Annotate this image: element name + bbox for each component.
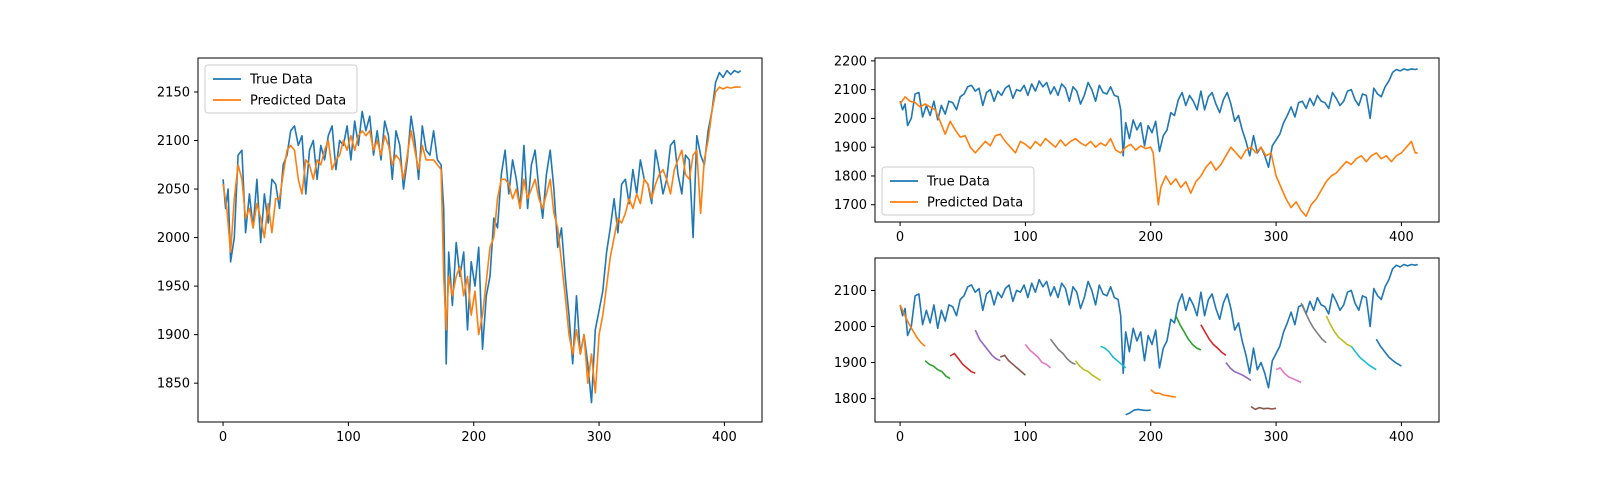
axes-frame xyxy=(197,57,763,423)
x-tick-label: 200 xyxy=(461,430,486,445)
prediction-segment xyxy=(1200,324,1227,356)
prediction-segment xyxy=(1275,367,1302,384)
y-tick-label: 1800 xyxy=(834,392,867,407)
x-tick-label: 100 xyxy=(1013,430,1038,445)
legend-label: True Data xyxy=(926,175,990,190)
true-data-line xyxy=(899,263,1418,389)
y-tick-label: 2000 xyxy=(834,320,867,335)
y-tick-label: 2000 xyxy=(157,231,190,246)
x-tick-label: 0 xyxy=(896,230,904,245)
x-tick-label: 300 xyxy=(1264,430,1289,445)
legend-label: Predicted Data xyxy=(250,94,346,109)
y-tick-label: 1700 xyxy=(834,198,867,213)
prediction-segment xyxy=(999,354,1026,376)
prediction-segment xyxy=(1024,344,1052,369)
legend-label: True Data xyxy=(249,73,313,88)
prediction-segment xyxy=(1049,338,1076,366)
true-data-line xyxy=(899,68,1418,169)
y-tick-label: 2100 xyxy=(157,134,190,149)
prediction-segment xyxy=(1350,345,1377,371)
chart-full-sequence: 0 100 200 300 400 1850 1900 1950 2000 2050 2100 215… xyxy=(157,57,763,445)
y-tick-label: 2150 xyxy=(157,85,190,100)
x-tick-label: 100 xyxy=(1013,230,1038,245)
y-tick-label: 1850 xyxy=(157,377,190,392)
chart-full-sequence-multistep: 0 100 200 300 400 1700 1800 1900 2000 2100 2200 Tru… xyxy=(834,54,1440,245)
x-tick-label: 200 xyxy=(1138,430,1163,445)
x-tick-label: 400 xyxy=(1389,430,1414,445)
x-tick-label: 0 xyxy=(219,430,227,445)
legend-label: Predicted Data xyxy=(927,196,1023,211)
y-tick-label: 1950 xyxy=(157,280,190,295)
x-tick-label: 0 xyxy=(896,430,904,445)
y-tick-label: 1900 xyxy=(834,141,867,156)
y-tick-label: 2200 xyxy=(834,54,867,69)
x-tick-label: 400 xyxy=(712,430,737,445)
predicted-data-line xyxy=(222,86,741,394)
y-tick-label: 2000 xyxy=(834,112,867,127)
true-data-line xyxy=(222,69,742,404)
y-tick-label: 2100 xyxy=(834,284,867,299)
prediction-segment xyxy=(924,360,951,380)
axes-frame xyxy=(874,57,1440,223)
legend: True Data Predicted Data xyxy=(204,64,358,114)
plot-area xyxy=(899,68,1418,217)
x-tick-label: 400 xyxy=(1389,230,1414,245)
prediction-segment xyxy=(1375,338,1402,367)
prediction-segment xyxy=(899,304,926,347)
y-tick-label: 1800 xyxy=(834,169,867,184)
prediction-segment xyxy=(1074,360,1102,382)
y-tick-label: 1900 xyxy=(157,328,190,343)
prediction-segment xyxy=(1225,362,1252,382)
y-tick-label: 2050 xyxy=(157,183,190,198)
prediction-segment xyxy=(1300,302,1327,344)
legend: True Data Predicted Data xyxy=(881,166,1035,216)
x-tick-label: 300 xyxy=(1264,230,1289,245)
plot-area xyxy=(899,263,1418,416)
prediction-segment xyxy=(1250,405,1277,411)
axes-frame xyxy=(874,257,1440,423)
prediction-segment xyxy=(1150,388,1176,398)
prediction-segment xyxy=(1100,345,1127,369)
x-tick-label: 100 xyxy=(336,430,361,445)
prediction-segment xyxy=(1325,315,1352,348)
plot-area xyxy=(222,69,742,404)
prediction-segment xyxy=(949,352,976,375)
x-tick-label: 300 xyxy=(587,430,612,445)
x-tick-label: 200 xyxy=(1138,230,1163,245)
chart-multi-step-segments: 0 100 200 300 400 1800 1900 2000 2100 xyxy=(834,257,1440,445)
prediction-segment xyxy=(974,329,1001,362)
predicted-data-line xyxy=(899,96,1418,217)
prediction-segment xyxy=(1175,315,1202,351)
y-tick-label: 2100 xyxy=(834,83,867,98)
y-tick-label: 1900 xyxy=(834,356,867,371)
prediction-segment xyxy=(1125,408,1151,416)
